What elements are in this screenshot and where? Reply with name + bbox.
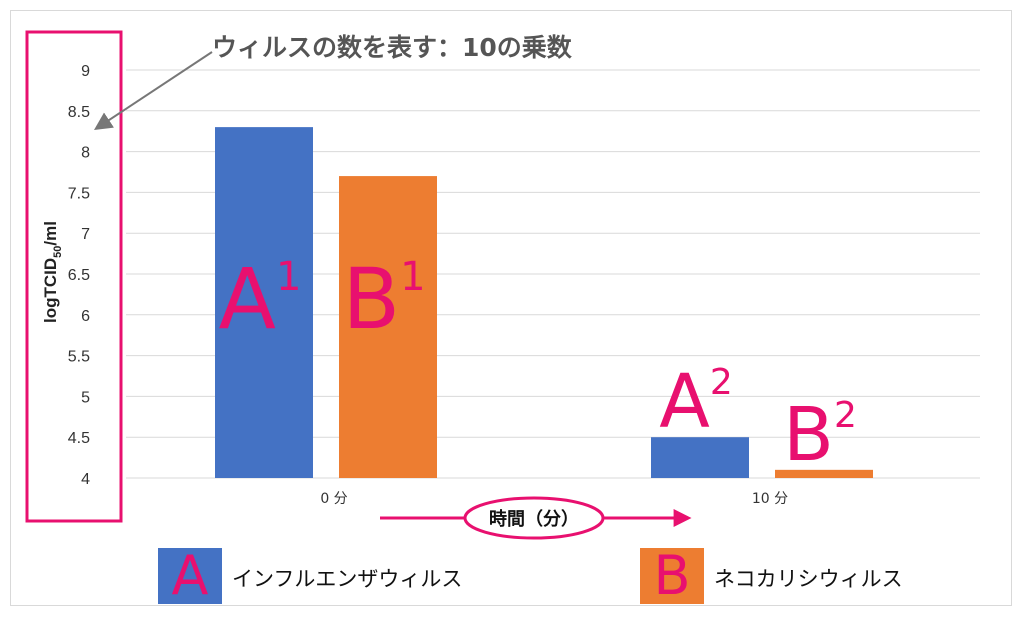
time-callout-label: 時間（分） — [489, 509, 579, 530]
y-tick-label: 6 — [81, 308, 90, 325]
y-tick-label: 8.5 — [68, 104, 90, 121]
legend-swatch-b: B — [640, 548, 704, 604]
x-tick-label: 10 分 — [752, 491, 788, 507]
legend-label-b: ネコカリシウィルス — [714, 567, 903, 591]
bar-b-1 — [339, 176, 437, 478]
y-tick-label: 5.5 — [68, 349, 90, 366]
x-tick-label: 0 分 — [320, 491, 347, 507]
bar-letter-label: B2 — [783, 392, 857, 478]
y-tick-label: 5 — [81, 389, 90, 406]
bar-letter-label: A2 — [659, 359, 733, 445]
title-annotation: ウィルスの数を表す：10の乗数 — [212, 33, 573, 62]
y-tick-label: 9 — [81, 63, 90, 80]
bar-letter-label: B1 — [342, 250, 425, 348]
legend-letter-a: A — [171, 544, 209, 607]
legend-label-a: インフルエンザウィルス — [232, 567, 463, 591]
bar-b-2 — [775, 469, 873, 478]
x-tick-labels: 0 分 10 分 — [320, 491, 788, 507]
y-tick-label: 4.5 — [68, 430, 90, 447]
y-tick-labels: 4 4.5 5 5.5 6 6.5 7 7.5 8 8.5 9 — [68, 63, 90, 488]
y-axis-label: logTCID50/ml — [41, 221, 64, 323]
y-tick-label: 8 — [81, 145, 90, 162]
bar-letter-label: A1 — [219, 250, 302, 348]
bar-letter-labels: A1 B1 A2 B2 — [219, 250, 857, 478]
bar-a-2 — [651, 437, 749, 478]
legend-swatch-a: A — [158, 548, 222, 604]
title-arrow — [93, 51, 213, 130]
bars — [215, 127, 873, 479]
legend-letter-b: B — [653, 544, 691, 607]
bar-a-1 — [215, 127, 313, 479]
y-tick-label: 7 — [81, 226, 90, 243]
y-tick-label: 4 — [81, 471, 90, 488]
y-tick-label: 7.5 — [68, 185, 90, 202]
y-axis-highlight-box — [25, 30, 123, 523]
time-callout-ellipse — [463, 496, 605, 540]
y-tick-label: 6.5 — [68, 267, 90, 284]
